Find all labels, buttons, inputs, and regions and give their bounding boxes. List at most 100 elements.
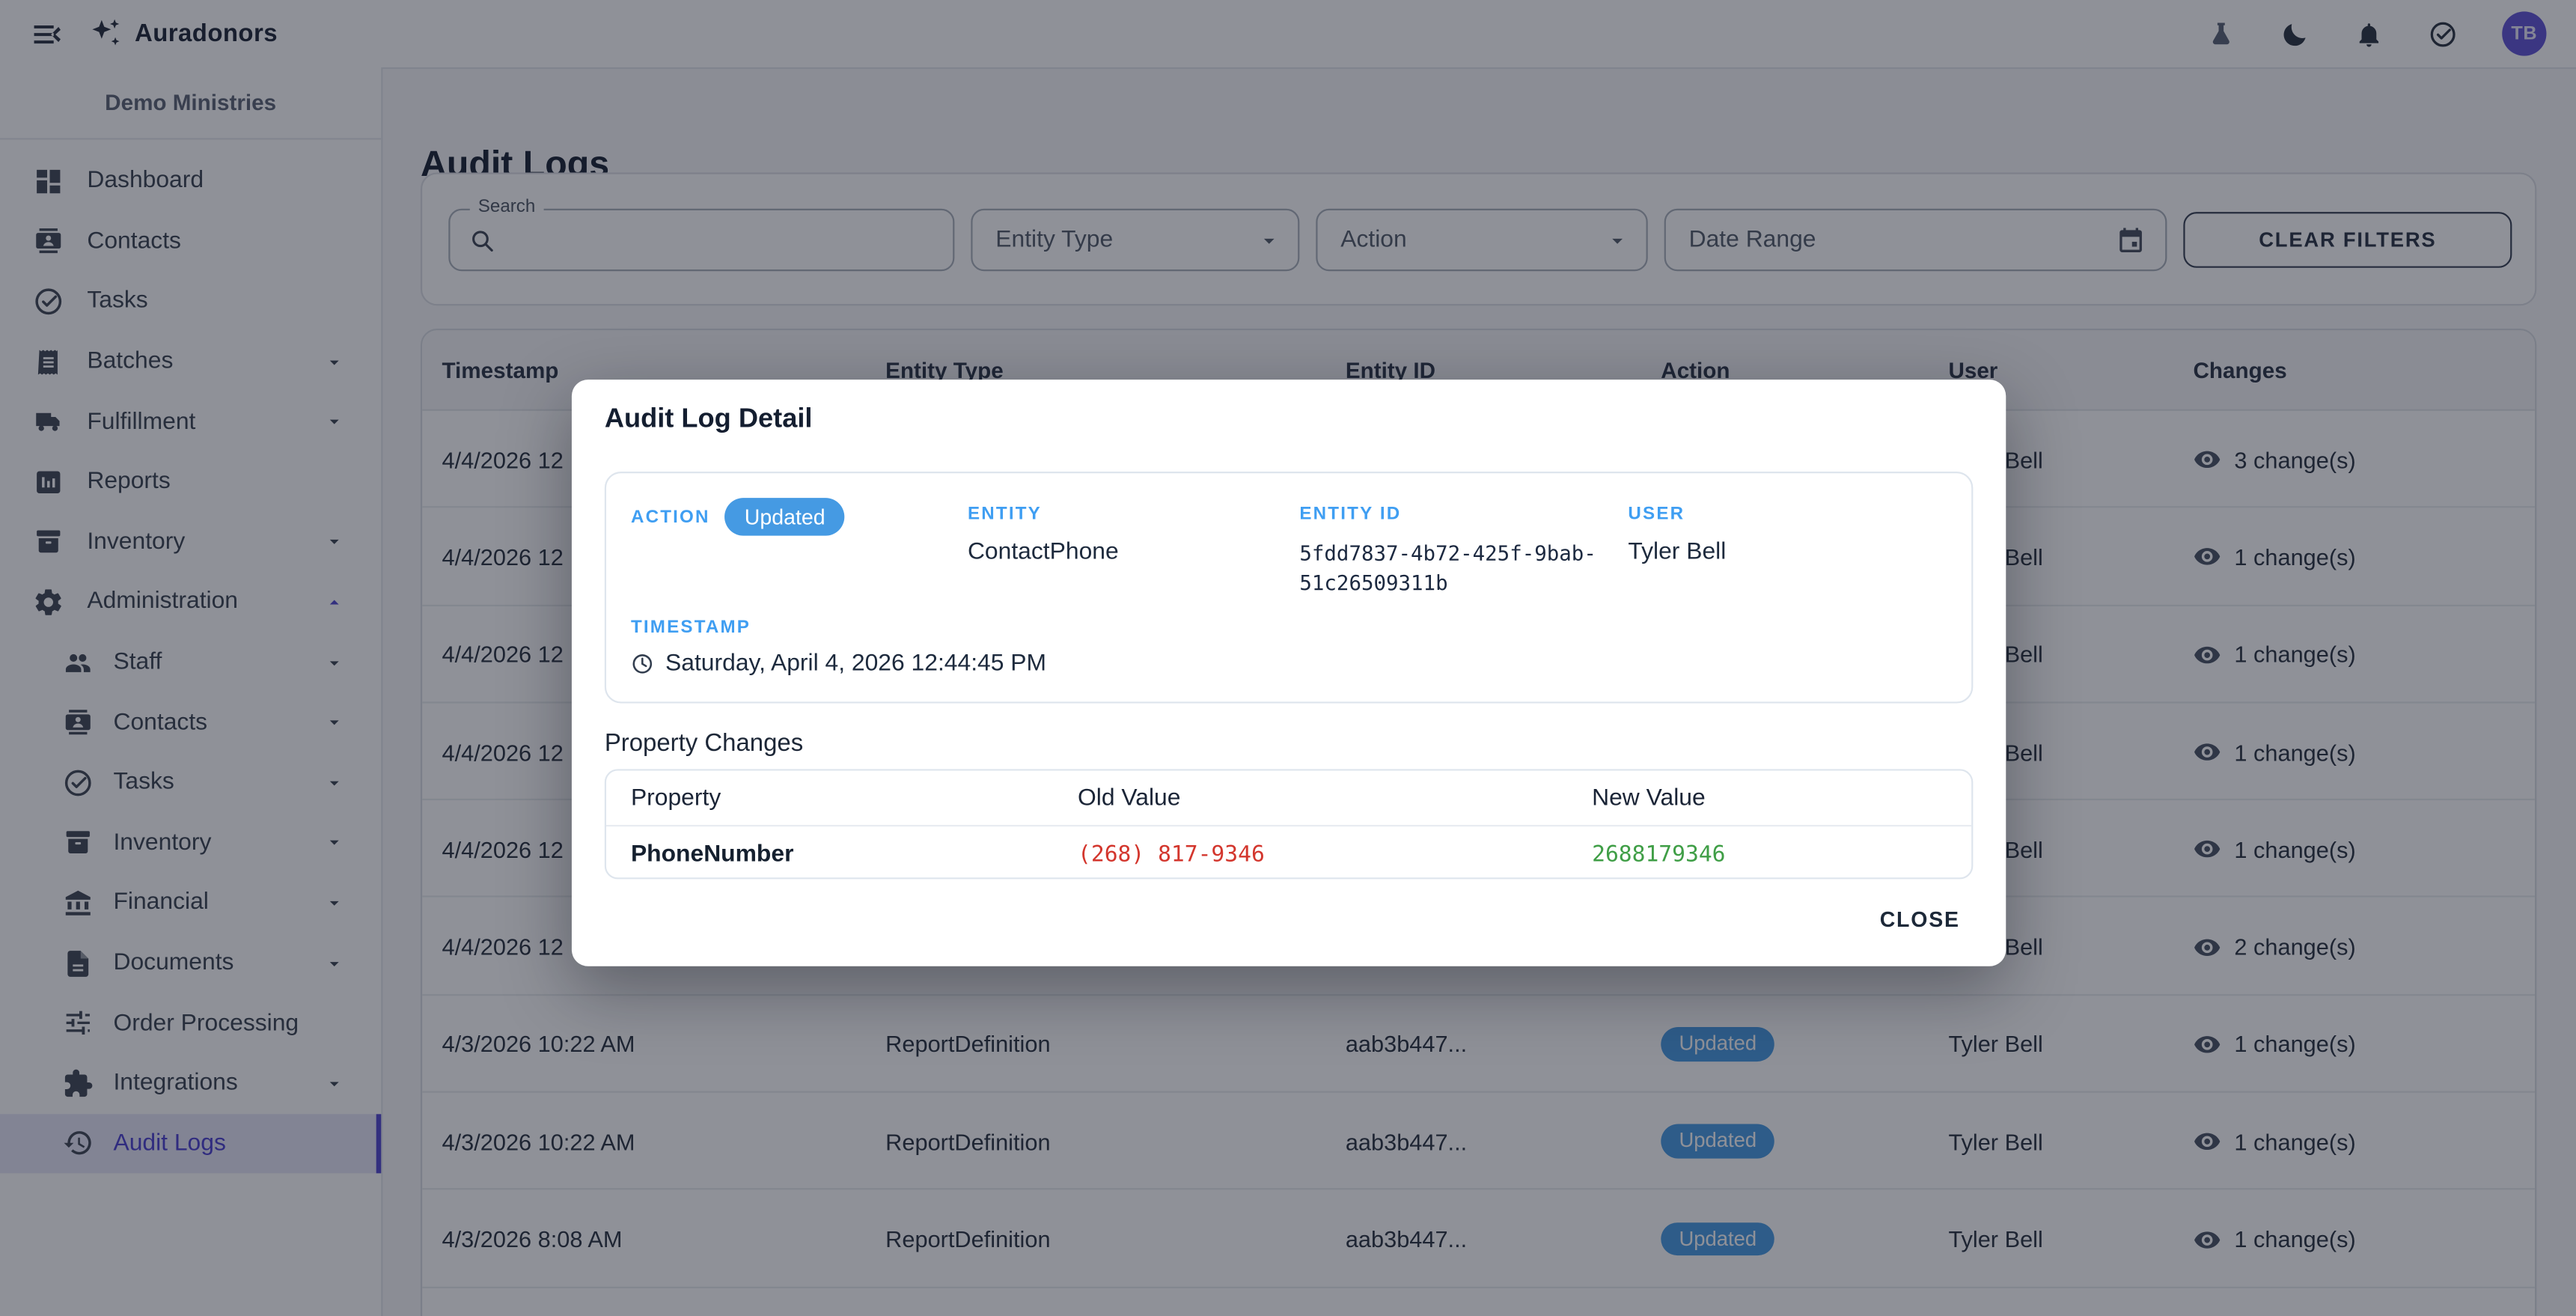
changes-count: 2 change(s): [2234, 933, 2356, 960]
table-row[interactable]: 4/3/2026 10:22 AM ReportDefinition aab3b44…: [422, 996, 2536, 1093]
column-header-entity-type: Entity Type: [885, 357, 1004, 383]
sidebar-item-staff[interactable]: Staff: [0, 633, 381, 692]
cell-entity-type: ReportDefinition: [885, 1031, 1051, 1058]
column-header-action: Action: [1661, 357, 1730, 383]
sidebar-nav: Dashboard Contacts Tasks Batches Fulfillment…: [0, 140, 382, 1174]
changes-count: 1 change(s): [2234, 738, 2356, 765]
app-title: Auradonors: [135, 19, 278, 48]
top-bar: Auradonors TB: [0, 0, 2576, 70]
sidebar-item-order-processing[interactable]: Order Processing: [0, 993, 381, 1053]
timestamp-field-label: TIMESTAMP: [630, 618, 751, 638]
sidebar-item-integrations[interactable]: Integrations: [0, 1053, 381, 1113]
table-row[interactable]: 4/3/2026 10:22 AM ReportDefinition aab3b44…: [422, 1093, 2536, 1191]
cell-timestamp: 4/3/2026 10:22 AM: [442, 1128, 635, 1155]
sidebar-item-tasks[interactable]: Tasks: [0, 752, 381, 812]
action-field-label: ACTION: [630, 507, 710, 527]
cell-timestamp: 4/4/2026 12: [442, 738, 564, 765]
user-avatar[interactable]: TB: [2502, 11, 2547, 56]
action-label: Action: [1340, 226, 1407, 254]
cell-user: Tyler Bell: [1948, 1225, 2043, 1252]
sidebar-item-label: Batches: [87, 348, 174, 375]
sidebar-item-inventory[interactable]: Inventory: [0, 813, 381, 873]
sidebar-item-label: Administration: [87, 588, 239, 615]
action-chip: Updated: [1661, 1222, 1775, 1256]
cell-changes: 3 change(s): [2194, 411, 2356, 508]
sidebar-item-audit-logs[interactable]: Audit Logs: [0, 1113, 382, 1174]
sidebar-item-label: Dashboard: [87, 168, 204, 195]
audit-log-detail-dialog: Audit Log Detail ACTION Updated ENTITY C…: [571, 380, 2006, 966]
cell-entity-type: ReportDefinition: [885, 1128, 1051, 1155]
sidebar-item-fulfillment[interactable]: Fulfillment: [0, 392, 381, 451]
cell-entity-id: aab3b447...: [1345, 1128, 1468, 1155]
change-row: PhoneNumber (268) 817-9346 2688179346: [606, 826, 1971, 877]
sidebar-item-label: Inventory: [87, 528, 186, 555]
date-range-input[interactable]: Date Range: [1664, 208, 2167, 272]
action-field: ACTION Updated: [630, 498, 846, 536]
entity-type-select[interactable]: Entity Type: [971, 208, 1300, 272]
org-name: Demo Ministries: [0, 67, 382, 140]
cell-entity-type: ReportDefinition: [885, 1225, 1051, 1252]
column-header-user: User: [1948, 357, 1998, 383]
sidebar-item-label: Contacts: [113, 709, 208, 736]
property-changes-heading: Property Changes: [604, 729, 804, 758]
timestamp-field: Saturday, April 4, 2026 12:44:45 PM: [631, 651, 1046, 677]
sidebar-item-documents[interactable]: Documents: [0, 933, 381, 993]
cell-entity-id: aab3b447...: [1345, 1225, 1468, 1252]
action-chip: Updated: [1661, 1124, 1775, 1159]
action-value-chip: Updated: [724, 498, 846, 536]
sidebar-item-batches[interactable]: Batches: [0, 332, 381, 392]
cell-action: Updated: [1661, 1190, 1775, 1288]
entity-type-label: Entity Type: [995, 226, 1114, 254]
cell-action: Updated: [1661, 1093, 1775, 1190]
sidebar-item-tasks[interactable]: Tasks: [0, 272, 381, 332]
cell-timestamp: 4/4/2026 12: [442, 933, 564, 960]
changes-count: 1 change(s): [2234, 641, 2356, 668]
user-field-label: USER: [1628, 504, 1685, 525]
sidebar-item-contacts[interactable]: Contacts: [0, 211, 381, 271]
detail-summary-box: ACTION Updated ENTITY ContactPhone ENTIT…: [604, 472, 1974, 704]
change-column-header-old-value: Old Value: [1078, 785, 1181, 811]
top-bar-left: Auradonors: [0, 16, 278, 52]
changes-count: 1 change(s): [2234, 835, 2356, 863]
timestamp-value: Saturday, April 4, 2026 12:44:45 PM: [665, 651, 1047, 677]
column-header-timestamp: Timestamp: [442, 357, 559, 383]
action-chip: Updated: [1661, 1027, 1775, 1061]
changes-count: 1 change(s): [2234, 1225, 2356, 1252]
cell-timestamp: 4/3/2026 8:08 AM: [442, 1225, 623, 1252]
sidebar-item-financial[interactable]: Financial: [0, 873, 381, 933]
sidebar-item-label: Inventory: [113, 829, 212, 856]
column-header-entity-id: Entity ID: [1345, 357, 1436, 383]
cell-changes: 1 change(s): [2194, 1093, 2356, 1190]
close-button[interactable]: CLOSE: [1867, 898, 1973, 942]
sidebar-item-administration[interactable]: Administration: [0, 572, 381, 632]
sidebar-item-reports[interactable]: Reports: [0, 452, 381, 512]
cell-timestamp: 4/4/2026 12: [442, 835, 564, 863]
search-input[interactable]: Search: [448, 197, 955, 272]
cell-action: Updated: [1661, 996, 1775, 1093]
sidebar-item-label: Staff: [113, 649, 162, 676]
changes-count: 1 change(s): [2234, 1031, 2356, 1058]
change-old-value: (268) 817-9346: [1078, 840, 1265, 867]
sidebar-item-label: Contacts: [87, 228, 181, 255]
change-column-header-property: Property: [630, 785, 721, 811]
dialog-title: Audit Log Detail: [604, 404, 813, 434]
sidebar-item-label: Order Processing: [113, 1010, 299, 1037]
action-select[interactable]: Action: [1316, 208, 1648, 272]
cell-changes: 1 change(s): [2194, 606, 2356, 703]
cell-changes: 1 change(s): [2194, 800, 2356, 898]
sidebar-item-contacts[interactable]: Contacts: [0, 692, 381, 752]
filter-bar: Search Entity Type Action Date Range CLE…: [420, 172, 2537, 306]
sidebar-item-label: Financial: [113, 889, 209, 916]
sidebar-item-label: Tasks: [87, 288, 148, 315]
clear-filters-button[interactable]: CLEAR FILTERS: [2183, 212, 2512, 268]
sidebar-item-dashboard[interactable]: Dashboard: [0, 151, 381, 211]
sidebar-item-inventory[interactable]: Inventory: [0, 512, 381, 572]
entity-field: ENTITY ContactPhone: [968, 505, 1119, 565]
property-changes-body: PhoneNumber (268) 817-9346 2688179346: [606, 826, 1971, 877]
table-row[interactable]: 4/3/2026 8:08 AM ReportDefinition aab3b447…: [422, 1190, 2536, 1288]
cell-changes: 1 change(s): [2194, 996, 2356, 1093]
change-column-header-new-value: New Value: [1592, 785, 1706, 811]
entity-id-value: 5fdd7837-4b72-425f-9bab-51c26509311b: [1299, 540, 1596, 595]
cell-changes: 1 change(s): [2194, 1190, 2356, 1288]
